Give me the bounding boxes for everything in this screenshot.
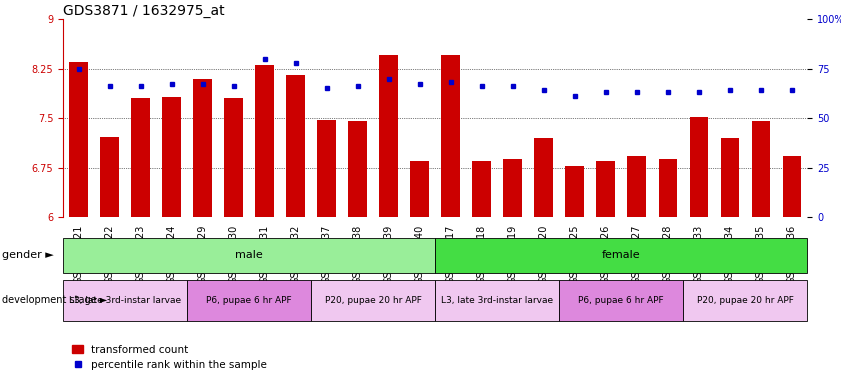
Bar xyxy=(565,166,584,217)
Bar xyxy=(63,280,187,321)
Text: development stage ►: development stage ► xyxy=(2,295,107,306)
Bar xyxy=(225,98,243,217)
Text: L3, late 3rd-instar larvae: L3, late 3rd-instar larvae xyxy=(69,296,181,305)
Bar xyxy=(683,280,807,321)
Bar xyxy=(690,117,708,217)
Bar xyxy=(442,55,460,217)
Bar xyxy=(627,156,646,217)
Bar xyxy=(131,98,150,217)
Legend: transformed count, percentile rank within the sample: transformed count, percentile rank withi… xyxy=(68,340,272,374)
Bar xyxy=(504,159,522,217)
Bar xyxy=(596,161,615,217)
Text: GDS3871 / 1632975_at: GDS3871 / 1632975_at xyxy=(63,4,225,18)
Bar xyxy=(410,161,429,217)
Text: gender ►: gender ► xyxy=(2,250,54,260)
Bar xyxy=(348,121,367,217)
Bar xyxy=(256,65,274,217)
Bar xyxy=(162,97,181,217)
Bar xyxy=(473,161,491,217)
Bar xyxy=(436,280,559,321)
Text: female: female xyxy=(602,250,641,260)
Text: P6, pupae 6 hr APF: P6, pupae 6 hr APF xyxy=(206,296,292,305)
Text: L3, late 3rd-instar larvae: L3, late 3rd-instar larvae xyxy=(442,296,553,305)
Bar xyxy=(782,156,801,217)
Bar xyxy=(69,62,87,217)
Bar xyxy=(721,138,739,217)
Bar xyxy=(436,238,807,273)
Text: P20, pupae 20 hr APF: P20, pupae 20 hr APF xyxy=(697,296,794,305)
Text: P20, pupae 20 hr APF: P20, pupae 20 hr APF xyxy=(325,296,421,305)
Bar xyxy=(187,280,311,321)
Text: P6, pupae 6 hr APF: P6, pupae 6 hr APF xyxy=(579,296,664,305)
Bar xyxy=(534,138,553,217)
Bar xyxy=(752,121,770,217)
Text: male: male xyxy=(235,250,263,260)
Bar xyxy=(286,75,305,217)
Bar xyxy=(311,280,436,321)
Bar xyxy=(100,137,119,217)
Bar xyxy=(659,159,677,217)
Bar xyxy=(559,280,683,321)
Bar xyxy=(63,238,435,273)
Bar xyxy=(193,79,212,217)
Bar xyxy=(317,120,336,217)
Bar xyxy=(379,55,398,217)
